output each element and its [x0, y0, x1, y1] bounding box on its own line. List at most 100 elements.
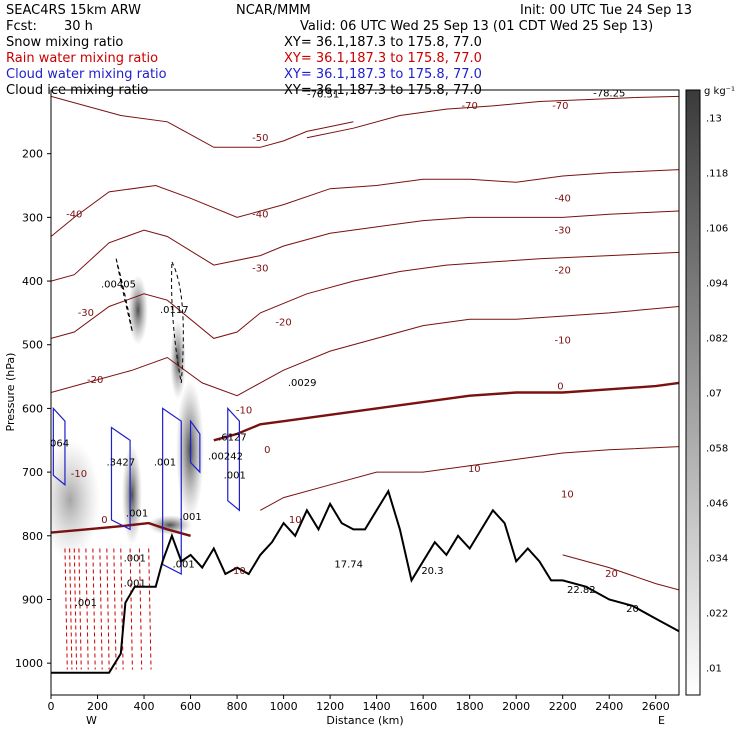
x-tick-label: 800 [227, 700, 248, 713]
temperature-contour-label: 0 [101, 515, 107, 526]
x-tick-label: 1200 [316, 700, 344, 713]
rain-contour [64, 548, 68, 670]
colorbar-tick-label: .118 [706, 169, 728, 180]
temperature-contour-label: -30 [555, 225, 571, 236]
rain-contours [64, 548, 152, 670]
high-value-label: .001 [154, 458, 176, 469]
rain-contour [85, 548, 89, 670]
high-value-label: .001 [75, 598, 97, 609]
figure-title: SEAC4RS 15km ARW [6, 3, 141, 18]
temperature-contour-label: -20 [555, 265, 571, 276]
rain-contour [99, 548, 103, 670]
cloud-ice-contours [115, 258, 184, 384]
cloud-water-contour [189, 419, 201, 474]
east-label: E [658, 714, 665, 727]
temperature-contour [213, 381, 679, 442]
temperature-contour [260, 446, 679, 511]
snow-shade-core [128, 275, 148, 345]
colorbar-tick-label: .13 [706, 114, 722, 125]
temperature-contour-label: -20 [275, 318, 291, 329]
center-label: NCAR/MMM [236, 3, 311, 18]
zero-isotherm-west [51, 521, 191, 537]
cloud-water-contours [52, 406, 240, 575]
temperature-contour-label: -70 [552, 101, 568, 112]
rain-contour [138, 548, 143, 670]
colorbar-tick-label: .01 [706, 664, 722, 675]
y-tick-label: 500 [22, 339, 43, 352]
x-tick-label: 1600 [409, 700, 437, 713]
x-tick-label: 2400 [595, 700, 623, 713]
temperature-contour-label: -50 [252, 133, 268, 144]
fcst-value: 30 h [64, 19, 93, 34]
temperature-contour-label: 10 [233, 566, 246, 577]
colorbar-unit: g kg⁻¹ [704, 86, 735, 97]
colorbar-ticks: .01 .022 .034 .046 .058 .07 .082 .094 .106 .118 .1… [706, 114, 728, 675]
cloud-water-contour [227, 406, 240, 512]
x-tick-label: 2000 [502, 700, 530, 713]
snow-shade-core [170, 320, 186, 400]
temperature-contour-label: -10 [555, 335, 571, 346]
temperature-contour-label: 20 [605, 569, 618, 580]
rain-contour [69, 548, 73, 670]
high-value-label: 22.82 [567, 585, 596, 596]
y-tick-label: 600 [22, 402, 43, 415]
contour-labels: -50 -70 -70 -40 -40 -40 -30 -30 -30 -20 -20 -20 -10 -… [51, 90, 639, 615]
high-value-label: .001 [124, 553, 146, 564]
snow-shade-core [51, 440, 100, 560]
y-axis-label: Pressure (hPa) [4, 353, 17, 432]
x-tick-label: 0 [48, 700, 55, 713]
temperature-contour-label: -30 [252, 264, 268, 275]
temperature-contour [562, 554, 679, 591]
colorbar-tick-label: .082 [706, 334, 728, 345]
temperature-contour-label: -10 [71, 469, 87, 480]
high-value-label: .001 [224, 470, 246, 481]
temperature-contour [51, 95, 354, 148]
high-value-label: .001 [172, 560, 194, 571]
high-value-label: -70.51 [307, 90, 339, 101]
temperature-contour-label: -30 [78, 308, 94, 319]
x-tick-label: 400 [134, 700, 155, 713]
colorbar-tick-label: .094 [706, 279, 728, 290]
init-time: Init: 00 UTC Tue 24 Sep 13 [520, 3, 692, 18]
rain-contour [106, 548, 110, 670]
high-value-label: .001 [124, 579, 146, 590]
snow-shade-core [122, 445, 142, 545]
temperature-contour-label: 0 [557, 381, 563, 392]
high-value-label: .0029 [288, 378, 317, 389]
plot-area: -50 -70 -70 -40 -40 -40 -30 -30 -30 -20 -20 -20 -10 -… [51, 90, 679, 674]
y-tick-label: 400 [22, 275, 43, 288]
y-tick-label: 900 [22, 593, 43, 606]
temperature-contour [51, 169, 679, 237]
colorbar-tick-label: .022 [706, 609, 728, 620]
x-axis-label: Distance (km) [326, 714, 403, 727]
temperature-contour-label: 10 [289, 515, 302, 526]
high-value-label: .00405 [101, 279, 136, 290]
temperature-contour-label: -10 [236, 406, 252, 417]
x-tick-label: 2200 [549, 700, 577, 713]
high-value-label: 20 [626, 604, 639, 615]
high-value-label: .001 [179, 512, 201, 523]
rain-contour [78, 548, 82, 670]
colorbar-tick-label: .058 [706, 444, 728, 455]
x-tick-label: 1000 [270, 700, 298, 713]
legend-cloudwater-label: Cloud water mixing ratio [6, 67, 167, 82]
legend-rain-label: Rain water mixing ratio [6, 51, 158, 66]
colorbar-tick-label: .046 [706, 499, 728, 510]
colorbar-tick-label: .034 [706, 554, 728, 565]
legend-snow-xy: XY= 36.1,187.3 to 175.8, 77.0 [284, 35, 482, 50]
y-tick-label: 200 [22, 148, 43, 161]
cloud-ice-contour [171, 261, 184, 384]
rain-contour [148, 548, 152, 670]
fcst-label: Fcst: [6, 19, 37, 34]
west-label: W [86, 714, 97, 727]
temperature-contour-label: -40 [66, 209, 82, 220]
cloud-water-contour [162, 407, 182, 575]
temperature-contour-label: 10 [561, 490, 574, 501]
valid-time: Valid: 06 UTC Wed 25 Sep 13 (01 CDT Wed … [300, 19, 653, 34]
legend-snow-label: Snow mixing ratio [6, 35, 123, 50]
rain-contour [129, 548, 133, 670]
rain-contour [92, 548, 96, 670]
temperature-contour-label: -70 [461, 101, 477, 112]
y-tick-label: 700 [22, 466, 43, 479]
